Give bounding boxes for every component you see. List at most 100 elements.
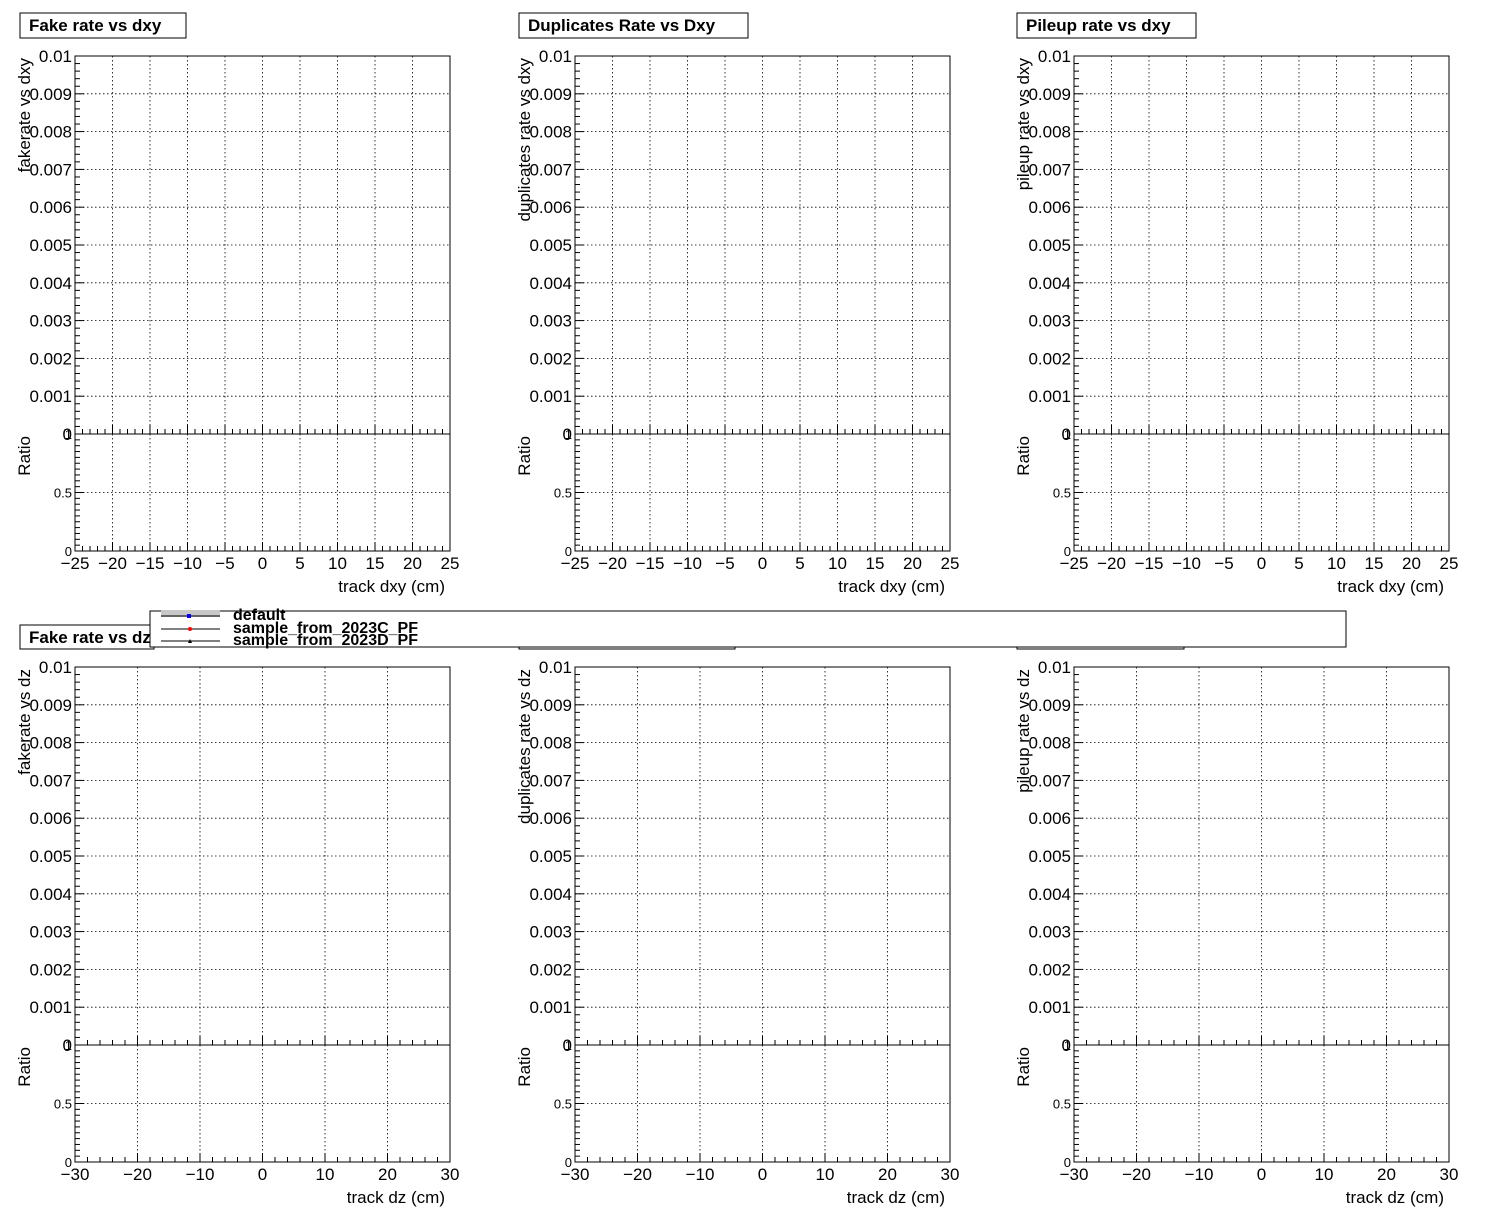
y-tick-label: 0.006 [29,809,72,828]
x-axis-label: track dz (cm) [847,1188,945,1207]
y-tick-label: 0.008 [29,123,72,142]
x-tick-label: 0 [1257,554,1266,573]
x-tick-label: −5 [215,554,234,573]
x-tick-label: −20 [1097,554,1126,573]
x-tick-label: 0 [1257,1165,1266,1184]
y-tick-label: 0.002 [1028,960,1071,979]
y-tick-label: 0.004 [529,274,572,293]
x-tick-label: 5 [295,554,304,573]
ratio-y-tick-label: 0.5 [1053,486,1071,501]
ratio-plot-frame [1073,1044,1450,1163]
y-tick-label: 0.01 [1038,47,1071,66]
ratio-y-tick-label: 1 [1064,427,1071,442]
legend-marker-circle [188,627,192,631]
y-tick-label: 0.008 [529,734,572,753]
y-tick-label: 0 [563,425,572,444]
y-tick-label: 0.004 [529,885,572,904]
ratio-y-axis-label: Ratio [1014,1047,1033,1087]
x-axis-label: track dxy (cm) [1337,577,1444,596]
panel-title-box [19,12,187,39]
ratio-plot-frame [1073,433,1450,552]
x-tick-label: −25 [61,554,90,573]
y-tick-label: 0.009 [529,85,572,104]
panel-1: 0 0.001 0.002 0.003 0.004 0.005 0.006 0.007 0.00… [15,12,460,596]
x-tick-label: 30 [941,1165,960,1184]
x-tick-label: 20 [1402,554,1421,573]
x-axis-label: track dz (cm) [1346,1188,1444,1207]
x-tick-label: 25 [1440,554,1459,573]
x-tick-label: −10 [186,1165,215,1184]
ratio-y-axis-label: Ratio [15,436,34,476]
y-tick-label: 0.003 [29,923,72,942]
y-tick-label: 0.009 [29,696,72,715]
x-tick-label: 5 [795,554,804,573]
legend-entry-default: default [161,607,286,624]
legend-marker-triangle [188,639,192,643]
x-tick-label: 15 [1365,554,1384,573]
y-axis-label: pileup rate vs dxy [1014,58,1033,191]
x-tick-label: −15 [636,554,665,573]
y-tick-label: 0.005 [529,847,572,866]
ratio-plot-frame [74,433,451,552]
y-tick-label: 0.001 [1028,998,1071,1017]
x-axis-label: track dxy (cm) [338,577,445,596]
x-tick-label: 0 [758,554,767,573]
y-tick-label: 0.007 [529,771,572,790]
y-tick-label: 0.009 [29,85,72,104]
x-tick-label: −20 [598,554,627,573]
x-tick-label: −10 [673,554,702,573]
panel-3: 0 0.001 0.002 0.003 0.004 0.005 0.006 0.007 0.00… [1014,12,1459,596]
panel-2: 0 0.001 0.002 0.003 0.004 0.005 0.006 0.007 0.00… [515,12,960,596]
x-tick-label: 15 [366,554,385,573]
x-tick-label: 25 [441,554,460,573]
panel-title-box [19,624,155,650]
y-axis-label: duplicates rate vs dz [515,669,534,824]
y-tick-label: 0.002 [29,349,72,368]
y-tick-label: 0.003 [529,923,572,942]
ratio-y-tick-label: 0.5 [554,486,572,501]
y-tick-label: 0.009 [1028,696,1071,715]
y-tick-label: 0.003 [529,312,572,331]
legend: defaultsample_from_2023C_PFsample_from_2… [149,607,1347,649]
x-tick-label: 5 [1294,554,1303,573]
ratio-plot-frame [574,1044,951,1163]
legend-entry-sample_from_2023D_PF: sample_from_2023D_PF [161,632,418,649]
y-tick-label: 0.002 [529,349,572,368]
y-tick-label: 0.006 [1028,198,1071,217]
panel-title-box [1016,12,1197,39]
x-tick-label: −30 [561,1165,590,1184]
y-tick-label: 0.005 [529,236,572,255]
x-tick-label: −20 [98,554,127,573]
x-tick-label: 25 [941,554,960,573]
y-tick-label: 0.001 [529,998,572,1017]
x-tick-label: 15 [866,554,885,573]
x-tick-label: −30 [1060,1165,1089,1184]
x-tick-label: 10 [828,554,847,573]
y-tick-label: 0.004 [29,885,72,904]
y-tick-label: 0.005 [29,847,72,866]
y-tick-label: 0.01 [539,47,572,66]
panel-6: 0 0.001 0.002 0.003 0.004 0.005 0.006 0.007 0.00… [1014,624,1458,1207]
x-tick-label: −15 [1135,554,1164,573]
y-tick-label: 0 [1062,1036,1071,1055]
y-tick-label: 0.006 [529,809,572,828]
y-tick-label: 0.01 [1038,658,1071,677]
y-tick-label: 0.01 [39,658,72,677]
legend-label: default [233,607,286,624]
x-tick-label: 0 [258,1165,267,1184]
y-tick-label: 0 [563,1036,572,1055]
y-axis-label: fakerate vs dz [15,669,34,775]
x-tick-label: −5 [715,554,734,573]
y-tick-label: 0.007 [529,160,572,179]
y-tick-label: 0 [1062,425,1071,444]
ratio-y-tick-label: 1 [1064,1038,1071,1053]
y-tick-label: 0.01 [39,47,72,66]
x-tick-label: −5 [1214,554,1233,573]
y-tick-label: 0.003 [29,312,72,331]
x-axis-label: track dz (cm) [347,1188,445,1207]
y-tick-label: 0 [63,425,72,444]
y-tick-label: 0.001 [29,998,72,1017]
ratio-y-axis-label: Ratio [15,1047,34,1087]
y-tick-label: 0.007 [1028,160,1071,179]
